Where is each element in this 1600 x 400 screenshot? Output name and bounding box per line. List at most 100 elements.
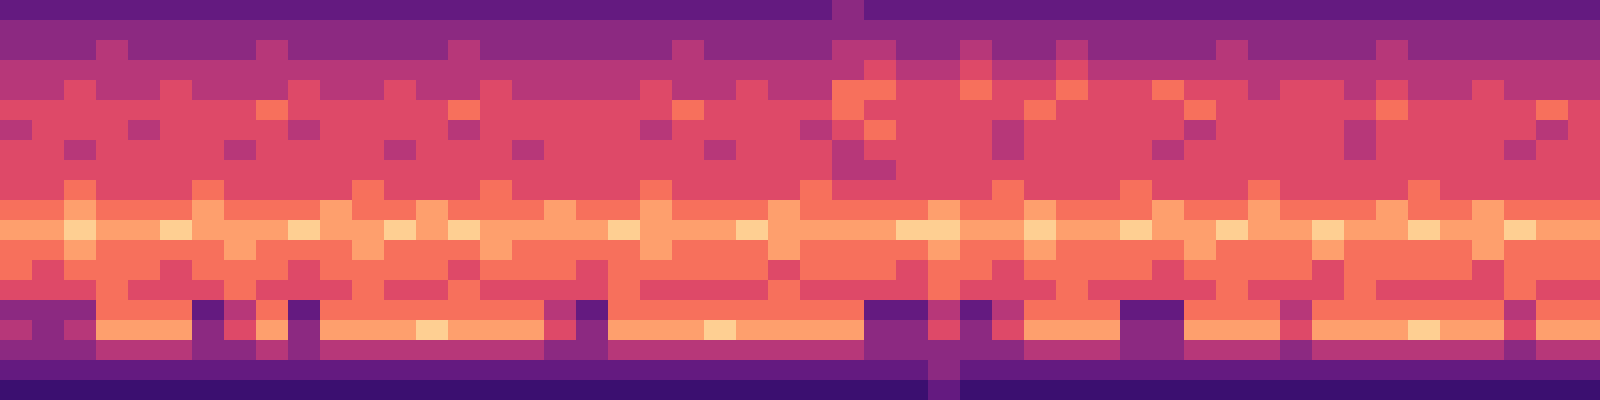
cell	[576, 160, 609, 181]
cell	[352, 100, 385, 121]
cell	[608, 260, 641, 281]
cell	[1440, 300, 1473, 321]
cell	[1504, 220, 1537, 241]
cell	[288, 380, 321, 400]
cell	[896, 200, 929, 221]
cell	[128, 180, 161, 201]
cell	[1184, 140, 1217, 161]
cell	[1376, 320, 1409, 341]
cell	[1408, 220, 1441, 241]
cell	[1248, 280, 1281, 301]
cell	[1216, 120, 1249, 141]
cell	[928, 380, 961, 400]
cell	[128, 300, 161, 321]
cell	[32, 380, 65, 400]
cell	[864, 40, 897, 61]
cell	[928, 60, 961, 81]
cell	[416, 340, 449, 361]
cell	[1280, 60, 1313, 81]
cell	[160, 60, 193, 81]
cell	[1376, 200, 1409, 221]
cell	[1408, 140, 1441, 161]
cell	[1312, 200, 1345, 221]
cell	[1152, 220, 1185, 241]
cell	[1184, 160, 1217, 181]
cell	[288, 60, 321, 81]
cell	[896, 60, 929, 81]
cell	[1312, 360, 1345, 381]
cell	[0, 360, 33, 381]
cell	[320, 160, 353, 181]
cell	[608, 120, 641, 141]
cell	[1504, 80, 1537, 101]
cell	[1280, 300, 1313, 321]
cell	[896, 260, 929, 281]
cell	[0, 140, 33, 161]
cell	[1440, 220, 1473, 241]
cell	[1376, 260, 1409, 281]
cell	[704, 280, 737, 301]
cell	[1344, 340, 1377, 361]
cell	[832, 380, 865, 400]
cell	[1056, 320, 1089, 341]
cell	[192, 300, 225, 321]
cell	[256, 180, 289, 201]
cell	[1472, 380, 1505, 400]
cell	[1216, 360, 1249, 381]
cell	[896, 380, 929, 400]
cell	[1056, 360, 1089, 381]
cell	[1280, 40, 1313, 61]
cell	[160, 180, 193, 201]
cell	[896, 120, 929, 141]
cell	[224, 340, 257, 361]
cell	[1440, 0, 1473, 21]
cell	[192, 280, 225, 301]
cell	[1152, 320, 1185, 341]
cell	[1152, 140, 1185, 161]
cell	[1344, 300, 1377, 321]
cell	[160, 240, 193, 261]
cell	[1248, 340, 1281, 361]
cell	[1088, 300, 1121, 321]
cell	[576, 20, 609, 41]
cell	[320, 40, 353, 61]
cell	[1216, 80, 1249, 101]
cell	[640, 180, 673, 201]
cell	[1120, 180, 1153, 201]
cell	[608, 300, 641, 321]
cell	[576, 260, 609, 281]
cell	[192, 80, 225, 101]
cell	[192, 60, 225, 81]
cell	[1568, 280, 1600, 301]
cell	[1536, 80, 1569, 101]
cell	[288, 160, 321, 181]
cell	[1280, 360, 1313, 381]
cell	[960, 60, 993, 81]
cell	[1280, 240, 1313, 261]
cell	[736, 200, 769, 221]
cell	[1568, 80, 1600, 101]
cell	[192, 180, 225, 201]
cell	[192, 380, 225, 400]
cell	[1248, 300, 1281, 321]
cell	[1280, 180, 1313, 201]
cell	[928, 100, 961, 121]
cell	[704, 120, 737, 141]
cell	[1440, 260, 1473, 281]
cell	[352, 140, 385, 161]
cell	[672, 180, 705, 201]
cell	[960, 180, 993, 201]
cell	[1184, 280, 1217, 301]
cell	[1280, 0, 1313, 21]
cell	[1280, 160, 1313, 181]
cell	[352, 120, 385, 141]
cell	[1472, 340, 1505, 361]
cell	[480, 380, 513, 400]
cell	[1248, 220, 1281, 241]
cell	[288, 180, 321, 201]
cell	[1568, 220, 1600, 241]
cell	[960, 80, 993, 101]
cell	[1440, 180, 1473, 201]
cell	[1408, 0, 1441, 21]
cell	[832, 200, 865, 221]
